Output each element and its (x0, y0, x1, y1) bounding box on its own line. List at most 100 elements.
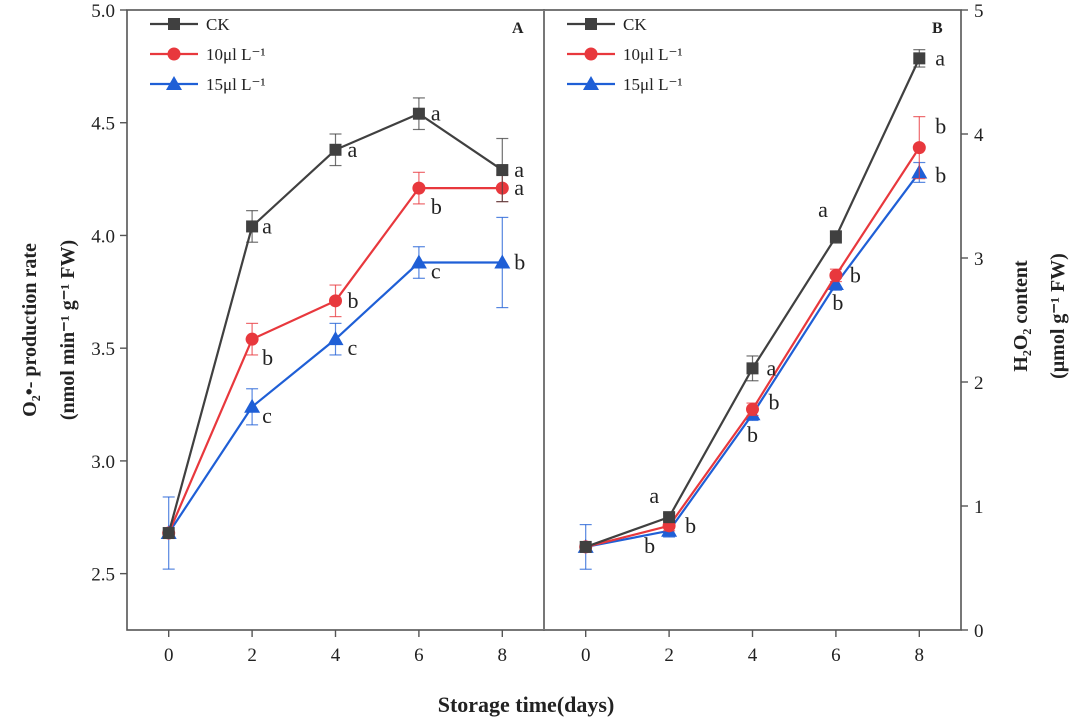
y-tick-label: 2.5 (91, 565, 115, 586)
panel-a-y-label-unit: (nmol min⁻¹ g⁻¹ FW) (57, 240, 79, 420)
data-point (412, 107, 425, 120)
panel-b-y-unit: (μmol g⁻¹ FW) (1047, 253, 1069, 379)
y-tick-label: 4.0 (91, 226, 115, 247)
data-point (329, 143, 342, 156)
significance-letter: b (514, 250, 525, 275)
significance-letter: b (832, 290, 843, 315)
data-point (245, 332, 259, 346)
x-tick-label: 4 (331, 645, 341, 666)
panel-b-y-label: H₂O₂ content (1010, 260, 1032, 372)
x-tick-label: 2 (247, 645, 257, 666)
panel-a-y-unit: (nmol min⁻¹ g⁻¹ FW) (57, 240, 79, 420)
panel-a-letter: A (512, 20, 524, 37)
y-tick-label: 4 (974, 125, 984, 146)
series-line (585, 147, 921, 548)
y-tick-label: 5 (974, 1, 984, 22)
y-tick-label: 2 (974, 373, 984, 394)
y-tick-label: 3 (974, 249, 984, 270)
significance-letter: b (685, 513, 696, 538)
x-tick-label: 2 (664, 645, 674, 666)
significance-letter: b (935, 114, 946, 139)
series-line (585, 57, 921, 548)
significance-letter: a (348, 137, 358, 162)
y-tick-label: 5.0 (91, 1, 115, 22)
y-tick-label: 4.5 (91, 114, 115, 135)
data-point (244, 398, 261, 413)
y-tick-label: 1 (974, 497, 984, 518)
significance-letter: a (431, 101, 441, 126)
significance-letter: b (747, 422, 758, 447)
data-point (327, 331, 344, 346)
y-tick-label: 0 (974, 621, 984, 642)
data-point (829, 268, 843, 282)
significance-letter: b (850, 262, 861, 287)
significance-letter: a (767, 355, 777, 380)
x-tick-label: 0 (164, 645, 174, 666)
significance-letter: b (431, 194, 442, 219)
data-point (162, 527, 175, 540)
legend-label: CK (206, 15, 230, 34)
significance-letter: b (644, 533, 655, 558)
series-line (167, 187, 503, 534)
series-15ul: ccc b (160, 216, 525, 570)
significance-letter: b (262, 345, 273, 370)
panel-a-y-label-main: O₂•- production rate (19, 243, 41, 417)
legend-marker (584, 47, 598, 61)
significance-letter: c (348, 335, 358, 360)
x-tick-label: 4 (748, 645, 758, 666)
significance-letter: a (935, 45, 945, 70)
significance-letter: b (935, 162, 946, 187)
legend-label: 10μl L⁻¹ (623, 45, 683, 64)
data-point (829, 230, 842, 243)
data-point (246, 220, 259, 233)
x-axis-label: Storage time(days) (438, 692, 615, 717)
legend-marker (167, 47, 181, 61)
legend-label: CK (623, 15, 647, 34)
data-point (412, 181, 426, 195)
significance-letter: a (649, 483, 659, 508)
x-tick-label: 6 (414, 645, 424, 666)
data-point (329, 294, 342, 308)
legend-marker (166, 76, 182, 90)
data-point (827, 276, 844, 291)
legend-label: 15μl L⁻¹ (623, 75, 683, 94)
y-tick-label: 3.5 (91, 339, 115, 360)
legend-marker (583, 76, 599, 90)
panel-a-legend: CK 10μl L⁻¹ 15μl L⁻¹ (150, 15, 266, 94)
panel-a-y-label: O₂•- production rate (19, 243, 41, 417)
x-tick-label: 6 (831, 645, 841, 666)
significance-letter: c (262, 403, 272, 428)
data-point (663, 511, 676, 524)
significance-letter: a (262, 213, 272, 238)
significance-letter: a (818, 197, 828, 222)
panel-a-frame (126, 9, 545, 631)
significance-letter: b (769, 389, 780, 414)
panel-b-y-label-main: H₂O₂ content (1010, 260, 1032, 372)
significance-letter: a (514, 175, 524, 200)
data-point (913, 52, 926, 65)
data-point (746, 362, 759, 375)
data-point (746, 402, 759, 416)
x-tick-label: 0 (581, 645, 591, 666)
x-tick-label: 8 (915, 645, 925, 666)
data-point (912, 141, 926, 155)
data-point (496, 164, 509, 177)
data-point (494, 254, 511, 269)
significance-letter: b (348, 288, 359, 313)
significance-letter: a (514, 157, 524, 182)
x-tick-label: 8 (498, 645, 508, 666)
significance-letter: c (431, 259, 441, 284)
data-point (410, 254, 427, 269)
panel-b-legend: CK 10μl L⁻¹ 15μl L⁻¹ (567, 15, 683, 94)
legend-label: 15μl L⁻¹ (206, 75, 266, 94)
series-ck: a a a a (579, 45, 945, 553)
legend-marker (168, 18, 180, 30)
panel-b-y-label-unit: (μmol g⁻¹ FW) (1047, 253, 1069, 379)
